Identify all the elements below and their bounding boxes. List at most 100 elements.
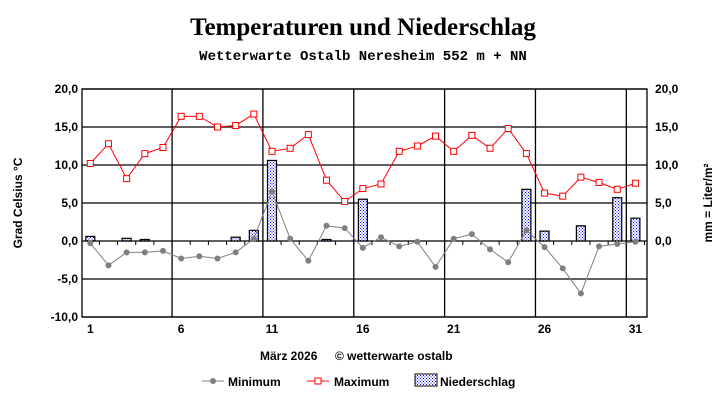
y-tick-right: 0,0 (655, 234, 672, 248)
y-tick-left: 10,0 (55, 158, 79, 172)
maximum-point-day-1 (86, 159, 94, 167)
maximum-point-day-8 (213, 123, 221, 131)
minimum-point-day-23 (487, 246, 494, 253)
minimum-point-day-14 (323, 222, 330, 229)
y-tick-right: 15,0 (655, 120, 679, 134)
precip-bar-day-26 (539, 230, 550, 242)
minimum-point-day-3 (123, 249, 130, 256)
minimum-point-day-12 (287, 235, 294, 242)
maximum-point-day-4 (141, 150, 149, 158)
minimum-point-day-2 (105, 262, 112, 269)
minimum-point-day-6 (178, 255, 185, 262)
x-tick: 11 (266, 322, 279, 336)
minimum-point-day-4 (141, 249, 148, 256)
minimum-point-day-31 (632, 238, 639, 245)
y-tick-left: -5,0 (57, 272, 78, 286)
precip-bar-day-30 (612, 197, 623, 242)
precip-bar-day-25 (521, 188, 532, 242)
minimum-point-day-18 (396, 243, 403, 250)
maximum-point-day-24 (504, 125, 512, 133)
legend-maximum-marker (314, 377, 322, 385)
legend: Minimum Maximum Niederschlag (202, 373, 515, 389)
maximum-point-day-22 (468, 131, 476, 139)
x-tick: 16 (356, 322, 370, 336)
x-axis-label: März 2026 (260, 349, 318, 363)
maximum-point-day-26 (541, 189, 549, 197)
minimum-point-day-28 (577, 290, 584, 297)
x-tick: 21 (447, 322, 461, 336)
y-tick-left: -10,0 (51, 310, 79, 324)
legend-maximum: Maximum (334, 375, 389, 389)
precip-bar-day-16 (357, 198, 368, 242)
maximum-point-day-30 (613, 185, 621, 193)
maximum-point-day-19 (413, 142, 421, 150)
precip-bar-day-11 (266, 159, 278, 242)
legend-minimum: Minimum (228, 375, 281, 389)
legend-precipitation: Niederschlag (440, 375, 515, 389)
minimum-point-day-11 (269, 188, 275, 195)
precip-bar-day-3 (121, 237, 132, 242)
chart-subtitle: Wetterwarte Ostalb Neresheim 552 m + NN (199, 49, 527, 65)
x-tick: 31 (629, 322, 643, 336)
precip-bar-day-4 (139, 238, 150, 242)
minimum-point-day-9 (232, 249, 239, 256)
maximum-point-day-11 (268, 147, 276, 155)
minimum-point-day-13 (305, 257, 312, 264)
precip-bar-day-14 (321, 238, 332, 242)
y-tick-right: 10,0 (655, 158, 679, 172)
x-tick: 6 (178, 322, 185, 336)
minimum-point-day-29 (596, 243, 603, 250)
x-tick: 26 (538, 322, 552, 336)
minimum-point-day-1 (87, 240, 94, 247)
maximum-point-day-31 (631, 179, 639, 187)
minimum-point-day-8 (214, 255, 221, 262)
precip-bar-day-28 (575, 225, 586, 242)
maximum-point-day-2 (104, 140, 112, 148)
maximum-point-day-9 (232, 121, 240, 129)
minimum-point-day-24 (505, 259, 512, 266)
y-tick-left: 5,0 (61, 196, 78, 210)
maximum-point-day-18 (395, 147, 403, 155)
minimum-point-day-7 (196, 253, 203, 260)
axes: 20,015,010,05,00,0-5,0-10,020,015,010,05… (51, 82, 679, 336)
x-tick: 1 (87, 322, 94, 336)
legend-minimum-marker (210, 378, 216, 384)
precip-bar-day-9 (230, 236, 241, 242)
maximum-point-day-29 (595, 178, 603, 186)
maximum-point-day-15 (341, 197, 349, 205)
maximum-point-day-7 (195, 112, 203, 120)
minimum-point-day-22 (468, 231, 475, 238)
minimum-point-day-5 (159, 247, 166, 254)
y-tick-right: 20,0 (655, 82, 679, 96)
maximum-point-day-13 (304, 131, 312, 139)
maximum-point-day-12 (286, 144, 294, 152)
minimum-point-day-26 (541, 244, 548, 251)
maximum-point-day-27 (559, 192, 567, 200)
maximum-point-day-20 (432, 132, 440, 140)
minimum-point-day-15 (341, 225, 348, 232)
legend-precipitation-marker (414, 373, 438, 387)
minimum-point-day-21 (450, 235, 457, 242)
precip-bar-day-31 (630, 217, 641, 242)
maximum-point-day-5 (159, 144, 167, 152)
y-axis-left-label: Grad Celsius °C (11, 157, 25, 248)
chart-title: Temperaturen und Niederschlag (190, 14, 536, 41)
temperature-lines (86, 110, 639, 297)
minimum-point-day-10 (250, 235, 257, 242)
grid (81, 88, 648, 318)
minimum-point-day-20 (432, 263, 439, 270)
maximum-point-day-21 (450, 147, 458, 155)
minimum-point-day-16 (359, 244, 366, 251)
maximum-point-day-3 (123, 175, 131, 183)
maximum-point-day-6 (177, 112, 185, 120)
maximum-point-day-14 (323, 176, 331, 184)
maximum-point-day-28 (577, 173, 585, 181)
y-tick-left: 0,0 (61, 234, 78, 248)
maximum-point-day-23 (486, 144, 494, 152)
precipitation-bars (85, 159, 641, 242)
maximum-point-day-25 (522, 150, 530, 158)
y-tick-left: 20,0 (55, 82, 79, 96)
y-tick-right: 5,0 (655, 196, 672, 210)
